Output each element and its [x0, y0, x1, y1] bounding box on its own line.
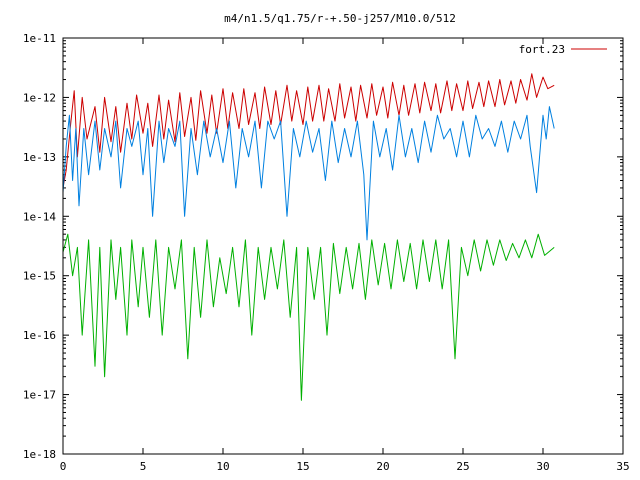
chart-title: m4/n1.5/q1.75/r-+.50-j257/M10.0/512: [224, 12, 456, 25]
y-tick-label: 1e-16: [23, 329, 56, 342]
x-tick-label: 10: [216, 460, 229, 473]
x-tick-label: 35: [616, 460, 629, 473]
series-line-3: [62, 233, 555, 401]
axis-ticks: 0 5 10 15 20 25 30 35 1e-11 1e-12 1e-13 1e-14 1e-15 1…: [23, 32, 630, 473]
x-tick-label: 30: [536, 460, 549, 473]
y-tick-label: 1e-11: [23, 32, 56, 45]
plot-frame: [62, 37, 624, 455]
y-tick-label: 1e-14: [23, 210, 56, 223]
legend-label: fort.23: [519, 43, 565, 56]
y-tick-label: 1e-18: [23, 448, 56, 461]
x-tick-label: 5: [140, 460, 147, 473]
legend: fort.23: [519, 43, 607, 56]
y-tick-label: 1e-13: [23, 151, 56, 164]
y-tick-label: 1e-12: [23, 91, 56, 104]
x-tick-label: 15: [296, 460, 309, 473]
x-tick-label: 20: [376, 460, 389, 473]
series-group: [62, 73, 555, 401]
x-tick-label: 25: [456, 460, 469, 473]
series-line-2: [62, 106, 555, 241]
x-tick-label: 0: [60, 460, 67, 473]
series-line-1: [62, 73, 555, 188]
y-tick-label: 1e-17: [23, 389, 56, 402]
y-tick-label: 1e-15: [23, 270, 56, 283]
